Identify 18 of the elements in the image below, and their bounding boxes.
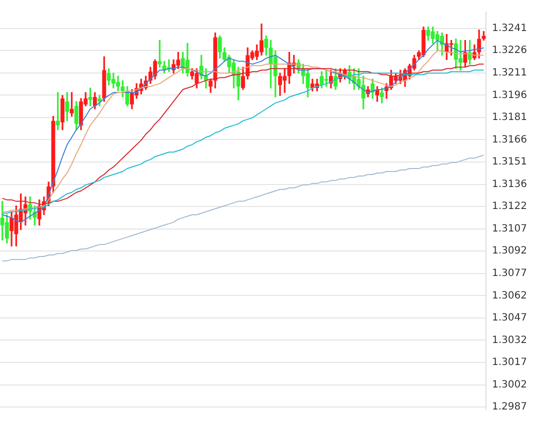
y-tick-label: 1.3077 xyxy=(492,268,528,280)
y-tick-label: 1.3122 xyxy=(492,201,528,212)
y-tick-label: 1.2987 xyxy=(492,402,528,413)
y-tick-label: 1.3241 xyxy=(492,22,528,34)
y-tick-label: 1.3151 xyxy=(492,156,528,168)
y-tick-label: 1.3107 xyxy=(492,223,528,234)
y-tick-label: 1.3092 xyxy=(492,246,528,257)
y-tick-label: 1.3181 xyxy=(492,112,528,124)
y-tick-label: 1.3062 xyxy=(492,290,528,302)
y-tick-label: 1.3196 xyxy=(492,90,528,101)
y-tick-label: 1.3047 xyxy=(492,312,528,324)
y-tick-label: 1.3211 xyxy=(492,68,528,79)
y-tick-label: 1.3017 xyxy=(492,357,528,368)
y-tick-label: 1.3032 xyxy=(492,334,528,346)
y-tick-label: 1.3136 xyxy=(492,178,528,190)
y-tick-label: 1.3226 xyxy=(492,45,528,56)
y-tick-label: 1.3002 xyxy=(492,379,528,390)
y-tick-label: 1.3166 xyxy=(492,134,528,146)
